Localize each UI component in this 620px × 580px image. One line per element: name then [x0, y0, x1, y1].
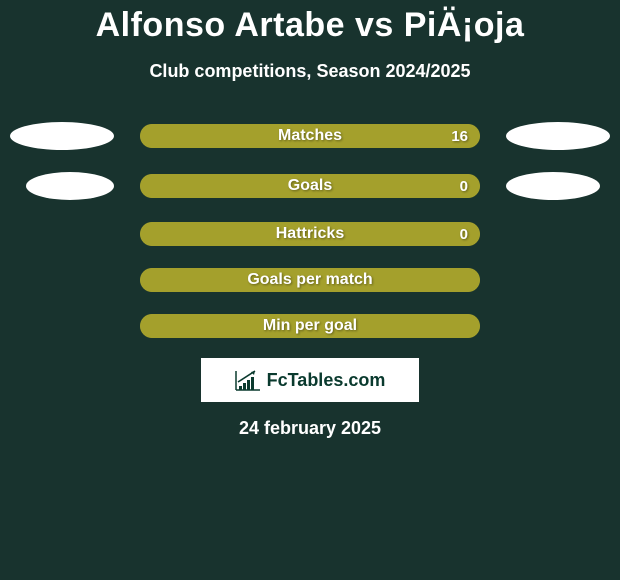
stat-bar: Hattricks0 — [140, 222, 480, 246]
stat-value: 0 — [460, 178, 468, 195]
right-ellipse — [506, 172, 600, 200]
stat-bar: Goals per match — [140, 268, 480, 292]
stat-label: Min per goal — [140, 317, 480, 335]
stat-label: Goals — [140, 177, 480, 195]
stat-row: Goals per match — [10, 268, 610, 292]
stat-value: 16 — [451, 128, 468, 145]
stats-rows: Matches16Goals0Hattricks0Goals per match… — [0, 122, 620, 338]
stat-label: Hattricks — [140, 225, 480, 243]
left-ellipse — [10, 122, 114, 150]
footer-date: 24 february 2025 — [0, 418, 620, 439]
stat-bar: Goals0 — [140, 174, 480, 198]
stat-row: Goals0 — [10, 172, 610, 200]
stat-value: 0 — [460, 226, 468, 243]
logo-inner: FcTables.com — [235, 369, 386, 391]
footer-logo: FcTables.com — [201, 358, 419, 402]
stat-bar: Min per goal — [140, 314, 480, 338]
left-ellipse — [26, 172, 114, 200]
logo-chart-icon — [235, 369, 261, 391]
page-title: Alfonso Artabe vs PiÄ¡oja — [0, 6, 620, 45]
comparison-widget: Alfonso Artabe vs PiÄ¡oja Club competiti… — [0, 0, 620, 439]
right-ellipse — [506, 122, 610, 150]
subtitle: Club competitions, Season 2024/2025 — [0, 61, 620, 82]
stat-label: Matches — [140, 127, 480, 145]
stat-row: Min per goal — [10, 314, 610, 338]
stat-row: Matches16 — [10, 122, 610, 150]
logo-text: FcTables.com — [267, 370, 386, 391]
stat-label: Goals per match — [140, 271, 480, 289]
stat-bar: Matches16 — [140, 124, 480, 148]
stat-row: Hattricks0 — [10, 222, 610, 246]
